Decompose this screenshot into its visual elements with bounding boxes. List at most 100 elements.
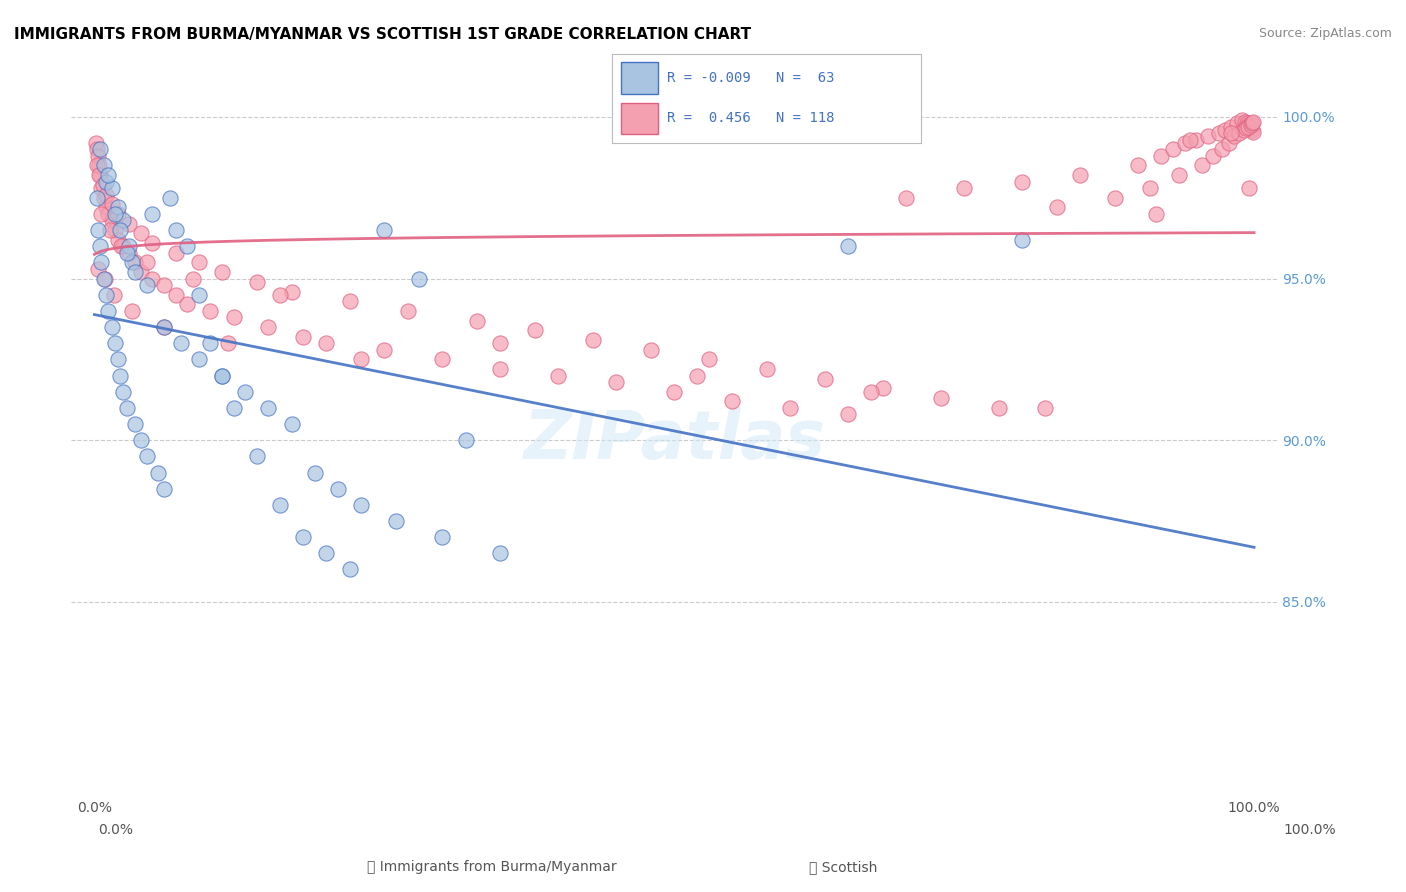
Point (84, 136, 107, 150)
Point (121, 255, 143, 269)
Point (837, 239, 859, 253)
Point (104, 336, 127, 351)
Point (454, 433, 477, 447)
Point (153, 278, 176, 293)
Point (246, 275, 269, 289)
Point (87, 149, 110, 163)
Point (1144, 207, 1167, 221)
Point (350, 498, 373, 512)
Point (89, 168, 111, 182)
Point (1185, 133, 1208, 147)
Point (1241, 116, 1264, 130)
Point (101, 320, 124, 334)
Point (211, 265, 233, 279)
Point (896, 191, 918, 205)
Point (269, 287, 291, 301)
Point (93, 271, 115, 285)
Point (176, 239, 198, 253)
Point (104, 207, 127, 221)
Point (101, 213, 124, 227)
Point (170, 336, 193, 351)
Point (87, 223, 110, 237)
Point (121, 304, 143, 318)
Point (97, 168, 120, 182)
Point (86, 191, 108, 205)
Point (187, 287, 209, 301)
Point (93, 191, 115, 205)
Point (1046, 201, 1069, 215)
Point (89, 239, 111, 253)
Point (87, 168, 110, 182)
Point (489, 362, 512, 376)
Point (94, 287, 117, 301)
Point (200, 336, 222, 351)
Point (112, 239, 135, 253)
Point (465, 313, 488, 327)
Text: 0.0%: 0.0% (98, 823, 134, 837)
Point (1234, 121, 1257, 136)
Text: Source: ZipAtlas.com: Source: ZipAtlas.com (1258, 27, 1392, 40)
Point (860, 384, 883, 399)
Point (1219, 120, 1241, 134)
Point (315, 546, 337, 560)
Point (94, 201, 117, 215)
Point (153, 320, 176, 334)
Point (165, 287, 187, 301)
Point (489, 336, 512, 351)
Point (107, 352, 129, 367)
Point (148, 466, 170, 480)
Point (1139, 181, 1161, 195)
Point (115, 245, 138, 260)
Point (1211, 142, 1233, 156)
Point (872, 382, 894, 396)
Point (1241, 115, 1264, 129)
Point (90, 207, 112, 221)
Point (1218, 136, 1240, 150)
Point (1232, 113, 1254, 128)
Point (110, 239, 132, 253)
Point (304, 466, 326, 480)
Point (124, 255, 146, 269)
Point (124, 265, 146, 279)
Point (101, 181, 124, 195)
Point (211, 368, 233, 383)
Point (135, 255, 157, 269)
Point (1213, 123, 1236, 137)
Point (1126, 159, 1149, 173)
Point (1237, 118, 1260, 132)
Text: ⬜ Immigrants from Burma/Myanmar: ⬜ Immigrants from Burma/Myanmar (367, 860, 617, 874)
Point (153, 320, 176, 334)
Point (1180, 133, 1202, 147)
Point (779, 401, 801, 415)
Bar (621, 103, 658, 134)
Point (90, 181, 112, 195)
Point (97, 304, 120, 318)
Point (605, 375, 627, 389)
Point (94, 187, 117, 202)
Point (1104, 191, 1126, 205)
Point (1208, 126, 1230, 140)
Point (93, 159, 115, 173)
Point (721, 394, 744, 409)
Point (107, 233, 129, 247)
Point (86, 159, 108, 173)
Point (129, 227, 152, 241)
Point (664, 384, 686, 399)
Point (90, 255, 112, 269)
Point (200, 304, 222, 318)
Point (547, 368, 569, 383)
Point (756, 362, 779, 376)
Point (987, 401, 1010, 415)
Point (280, 417, 302, 431)
Point (86, 142, 108, 156)
Point (98, 223, 121, 237)
Point (135, 278, 157, 293)
Point (91, 178, 114, 192)
Point (135, 450, 157, 464)
Point (1233, 123, 1256, 137)
Point (104, 223, 127, 237)
Point (1227, 126, 1250, 140)
Point (1241, 124, 1264, 138)
Bar (621, 62, 658, 94)
Point (350, 352, 373, 367)
